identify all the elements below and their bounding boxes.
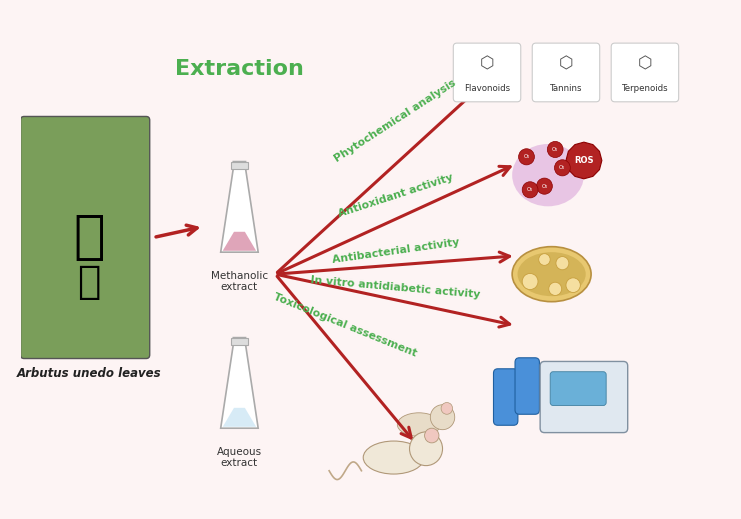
Text: ⬡: ⬡ bbox=[559, 54, 574, 73]
Ellipse shape bbox=[517, 252, 585, 296]
FancyBboxPatch shape bbox=[540, 361, 628, 433]
Polygon shape bbox=[221, 338, 258, 428]
Circle shape bbox=[548, 141, 563, 158]
Text: ⬡: ⬡ bbox=[638, 54, 652, 73]
Text: Antibacterial activity: Antibacterial activity bbox=[331, 237, 459, 265]
Text: Toxicological assessment: Toxicological assessment bbox=[272, 292, 419, 359]
Text: ROS: ROS bbox=[574, 156, 594, 165]
Polygon shape bbox=[230, 338, 248, 345]
Circle shape bbox=[536, 178, 552, 194]
Circle shape bbox=[554, 160, 571, 176]
Text: Antioxidant activity: Antioxidant activity bbox=[336, 172, 454, 219]
Text: Extraction: Extraction bbox=[175, 59, 304, 79]
Ellipse shape bbox=[512, 247, 591, 302]
Polygon shape bbox=[223, 408, 256, 427]
Ellipse shape bbox=[512, 144, 584, 207]
Ellipse shape bbox=[363, 441, 425, 474]
Circle shape bbox=[522, 182, 538, 198]
Text: O₂: O₂ bbox=[527, 187, 534, 193]
Circle shape bbox=[410, 432, 442, 466]
FancyBboxPatch shape bbox=[453, 43, 521, 102]
Circle shape bbox=[556, 256, 569, 270]
Circle shape bbox=[441, 403, 453, 414]
FancyBboxPatch shape bbox=[611, 43, 679, 102]
Text: ⬡: ⬡ bbox=[479, 54, 494, 73]
Ellipse shape bbox=[397, 413, 440, 436]
FancyBboxPatch shape bbox=[21, 116, 150, 359]
Polygon shape bbox=[230, 161, 248, 169]
Circle shape bbox=[431, 405, 455, 430]
Text: O₂: O₂ bbox=[523, 154, 530, 159]
Text: 🌿: 🌿 bbox=[73, 212, 104, 264]
Text: Arbutus unedo leaves: Arbutus unedo leaves bbox=[16, 367, 161, 380]
Text: Tannins: Tannins bbox=[550, 84, 582, 93]
Text: 🍒: 🍒 bbox=[77, 263, 100, 301]
Circle shape bbox=[539, 254, 550, 265]
FancyBboxPatch shape bbox=[550, 372, 606, 405]
Text: Terpenoids: Terpenoids bbox=[622, 84, 668, 93]
Circle shape bbox=[566, 278, 580, 293]
Circle shape bbox=[519, 149, 534, 165]
Text: Aqueous
extract: Aqueous extract bbox=[217, 446, 262, 468]
Circle shape bbox=[425, 428, 439, 443]
Circle shape bbox=[549, 282, 562, 295]
Text: Phytochemical analysis: Phytochemical analysis bbox=[333, 78, 458, 164]
Polygon shape bbox=[221, 161, 258, 252]
Text: O₂: O₂ bbox=[541, 184, 548, 188]
Text: Flavonoids: Flavonoids bbox=[464, 84, 510, 93]
Text: In vitro antidiabetic activity: In vitro antidiabetic activity bbox=[310, 275, 481, 300]
Text: Methanolic
extract: Methanolic extract bbox=[211, 270, 268, 292]
Circle shape bbox=[522, 274, 538, 290]
Text: O₂: O₂ bbox=[552, 147, 559, 152]
FancyBboxPatch shape bbox=[515, 358, 539, 414]
Text: O₂: O₂ bbox=[559, 166, 565, 170]
Polygon shape bbox=[223, 232, 256, 251]
FancyBboxPatch shape bbox=[532, 43, 599, 102]
FancyBboxPatch shape bbox=[494, 369, 518, 425]
